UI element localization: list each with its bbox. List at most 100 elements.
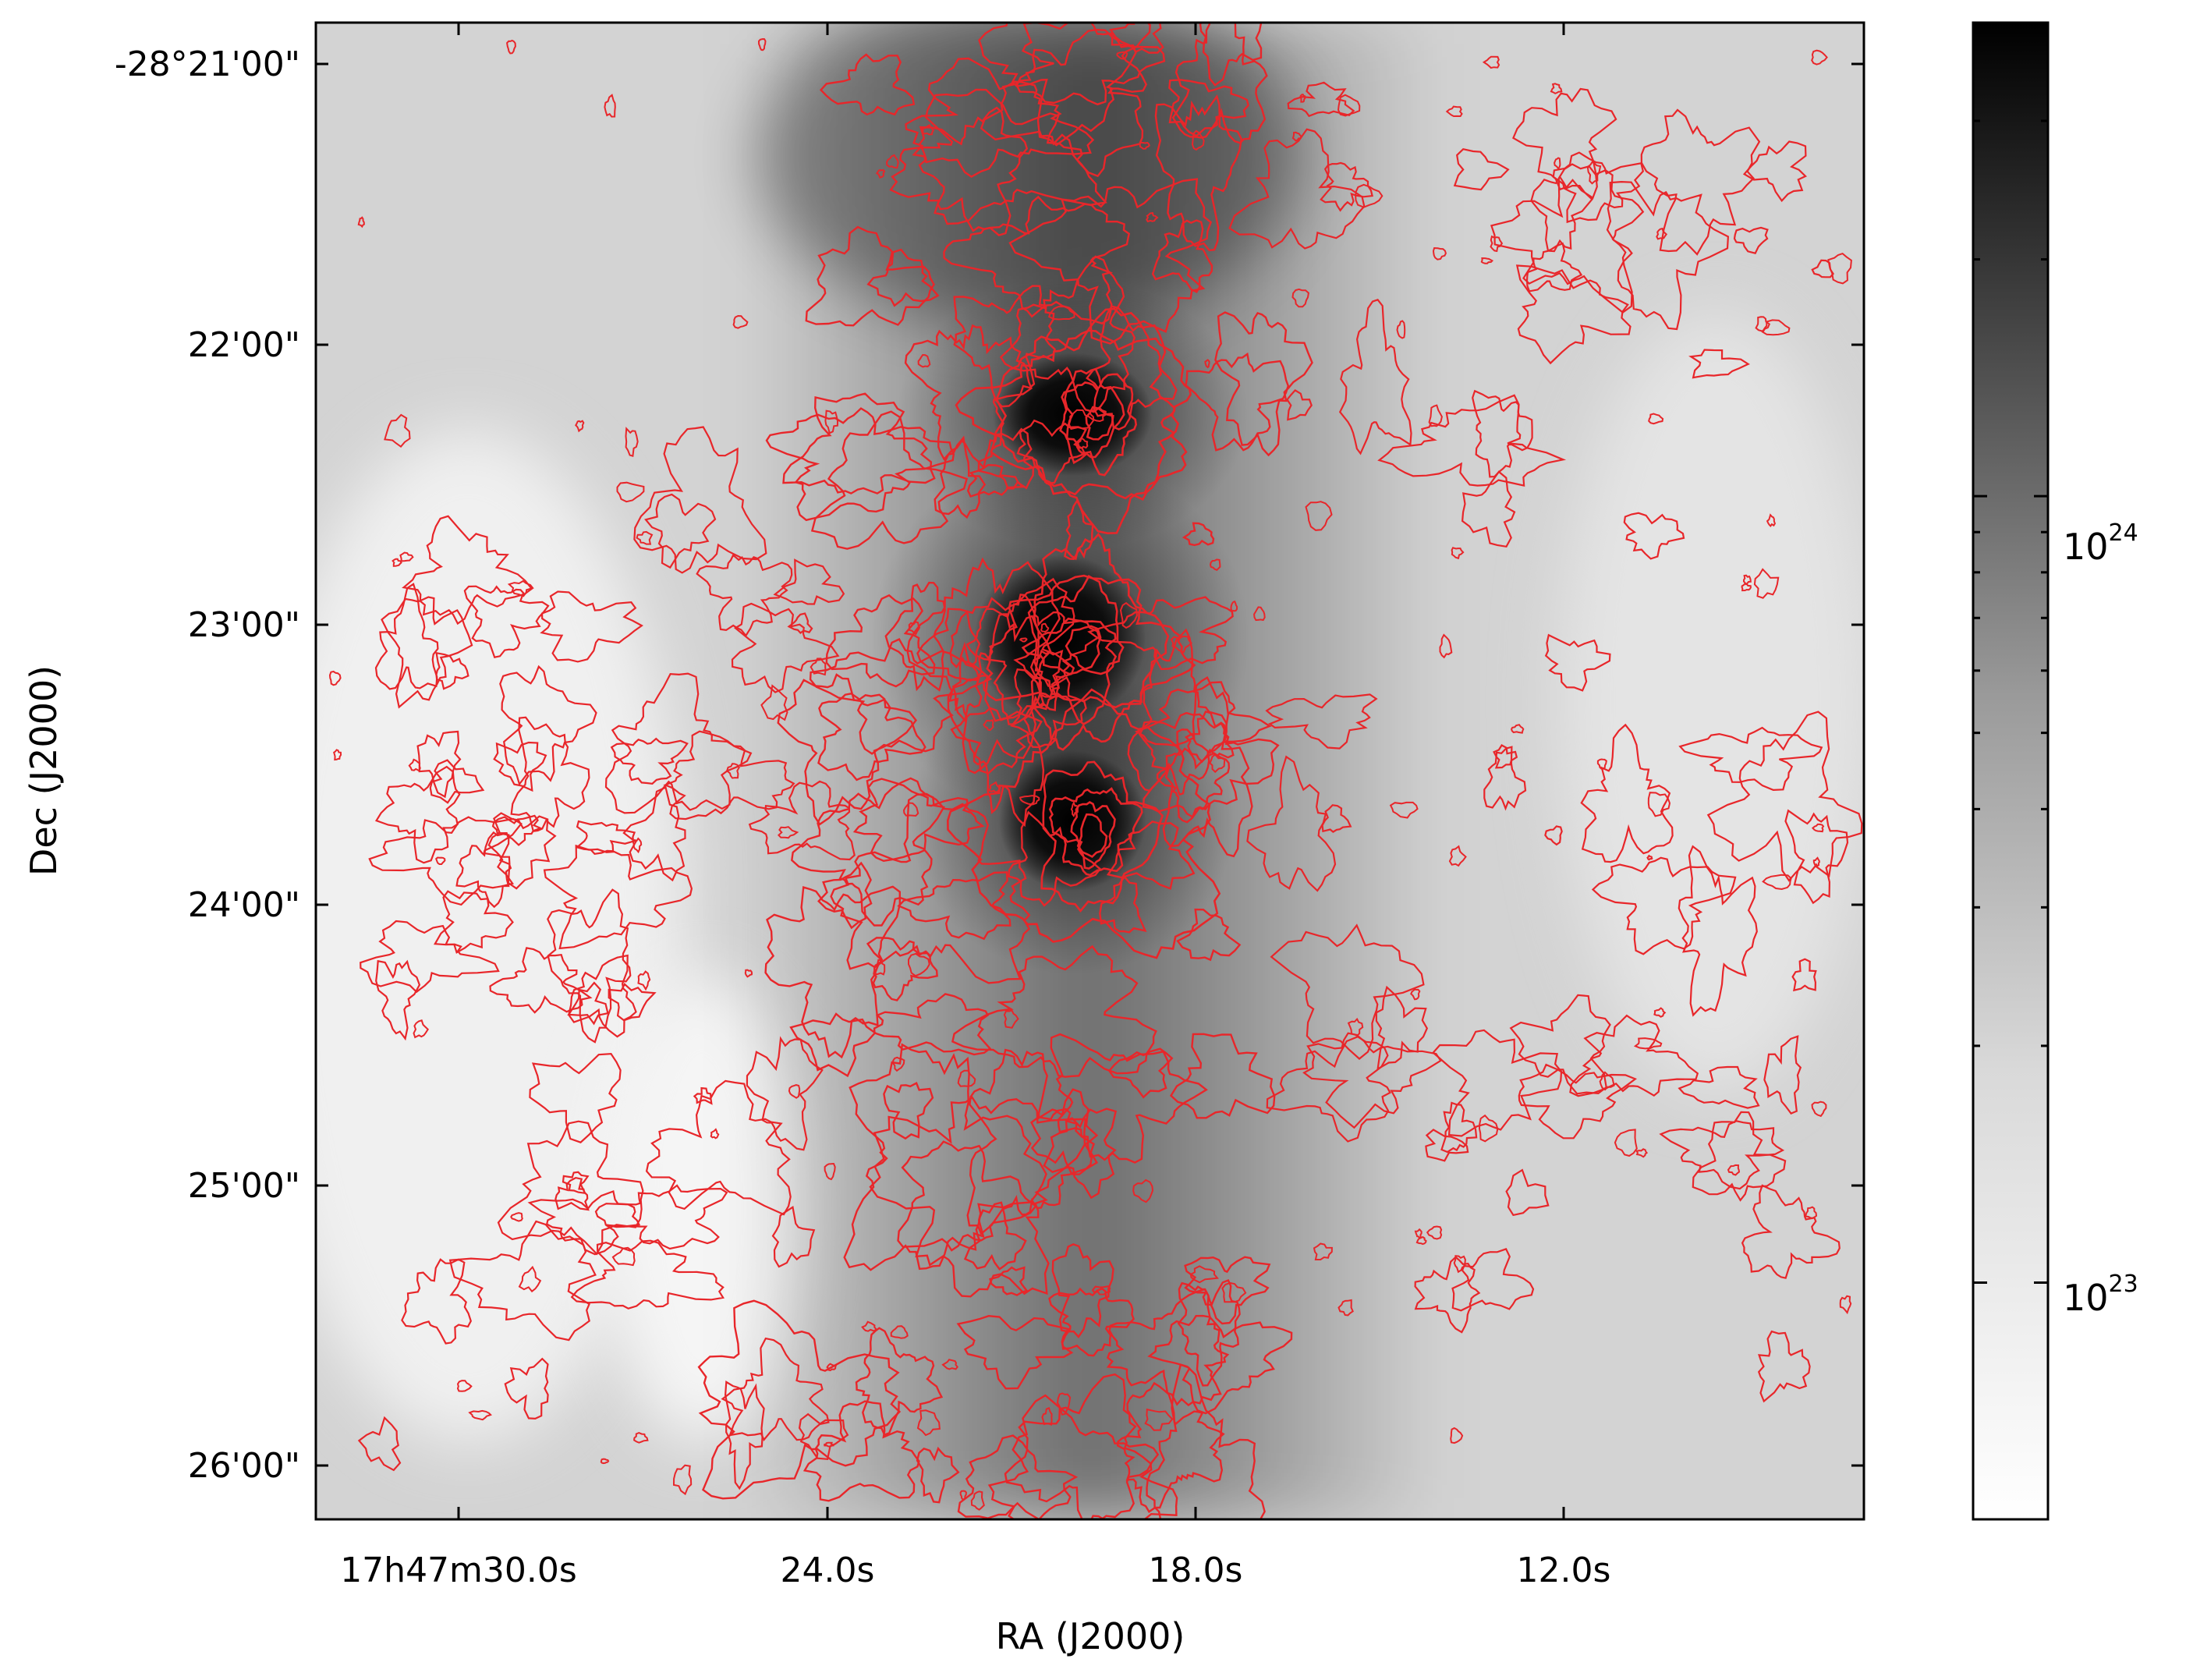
contour-line [1184,1256,1271,1325]
contour-line [518,1265,542,1293]
contour-line [384,413,411,448]
contour-line [810,657,827,676]
contour-line [1209,558,1221,571]
contour-line [1811,823,1825,833]
contour-line [760,684,788,721]
contour-line [782,392,936,494]
contour-line [1021,617,1118,675]
contour-line [1827,252,1852,285]
contour-line [757,37,767,51]
contour-line [1116,51,1128,60]
contour-line [989,1266,1029,1296]
contour-line [824,1441,835,1448]
contour-line [1706,711,1863,882]
contour-line [1228,128,1366,250]
contour-line [489,947,593,1014]
contour-line [951,945,1157,1078]
contour-line [1176,908,1242,962]
contour-line [637,970,651,991]
x-axis-label: RA (J2000) [996,1615,1185,1657]
contour-line [943,195,1131,325]
contour-line [1410,988,1421,1001]
contour-line [1265,693,1378,750]
contour-line [611,1246,636,1267]
contour-line [1763,1035,1802,1115]
x-tick-label: 12.0s [1517,1551,1611,1590]
contour-line [1646,854,1653,861]
contour-line [416,730,462,799]
contour-line [575,820,636,855]
contour-line [951,641,983,723]
contour-line [1451,547,1465,560]
contour-line [1015,23,1166,106]
contour-line [1544,633,1611,692]
bright-patch-right [1560,312,1864,1092]
contour-line [527,1190,641,1256]
contour-line [1591,856,1737,955]
contour-line [852,778,985,863]
contour-line [861,1320,878,1332]
contour-line [1448,845,1467,867]
contour-line [622,785,686,882]
contour-line [333,749,342,761]
contour-line [616,481,645,503]
contour-line [746,1036,824,1151]
contour-line [1291,288,1309,308]
contour-line [1019,637,1028,643]
contour-line [1623,512,1685,560]
contour-line [1659,1120,1785,1190]
x-tick-label: 18.0s [1149,1551,1243,1590]
dense-core [998,750,1146,891]
contour-line [1483,746,1527,811]
contour-line [1109,23,1164,54]
contour-line [1191,129,1205,151]
contour-line [594,1184,728,1250]
contour-line [983,719,994,732]
contour-line [433,890,514,954]
colorbar-tick-label: 1023 [2063,1271,2138,1319]
contour-line [1287,81,1355,118]
y-tick-label: 25'00" [188,1166,300,1206]
contour-line [1048,787,1143,877]
contour-line [1451,1248,1535,1312]
contour-line [1088,407,1107,423]
colorbar: 1023 1024 [1972,21,2138,1521]
contour-line [1550,83,1563,94]
contour-line [1087,596,1234,671]
contour-line [510,1212,523,1222]
contour-line [1552,151,1645,224]
contour-line [1209,753,1226,774]
contour-line [934,435,987,519]
contour-line [983,574,1196,709]
contour-line [633,1432,649,1444]
contour-line [1453,1255,1466,1274]
contour-line [875,168,886,179]
contour-line [693,1086,713,1105]
contour-line [1742,574,1752,586]
contour-line [1762,874,1792,891]
contour-line [721,1337,830,1442]
contour-line [1445,105,1463,118]
contour-line [632,837,643,854]
contour-line [1461,470,1516,548]
contour-line [817,693,926,782]
image-panel [316,23,1864,1519]
contour-line [1106,1288,1230,1407]
contour-line [493,741,547,792]
contour-line [789,1012,877,1078]
contour-line [1119,601,1138,629]
contour-line [897,1140,1037,1252]
contour-line [1432,246,1447,261]
contour-line [1614,1129,1638,1157]
contour-line [1221,1281,1247,1303]
contour-line [1472,389,1533,478]
contour-line [1144,1408,1174,1431]
contour-line [892,1056,905,1072]
contour-line [1146,211,1159,223]
contour-line [1440,1101,1478,1154]
contour-line [1116,1381,1225,1514]
contour-line [1648,413,1664,425]
contour-line [866,248,940,307]
contour-line [965,594,1100,725]
contour-line [1554,157,1561,170]
